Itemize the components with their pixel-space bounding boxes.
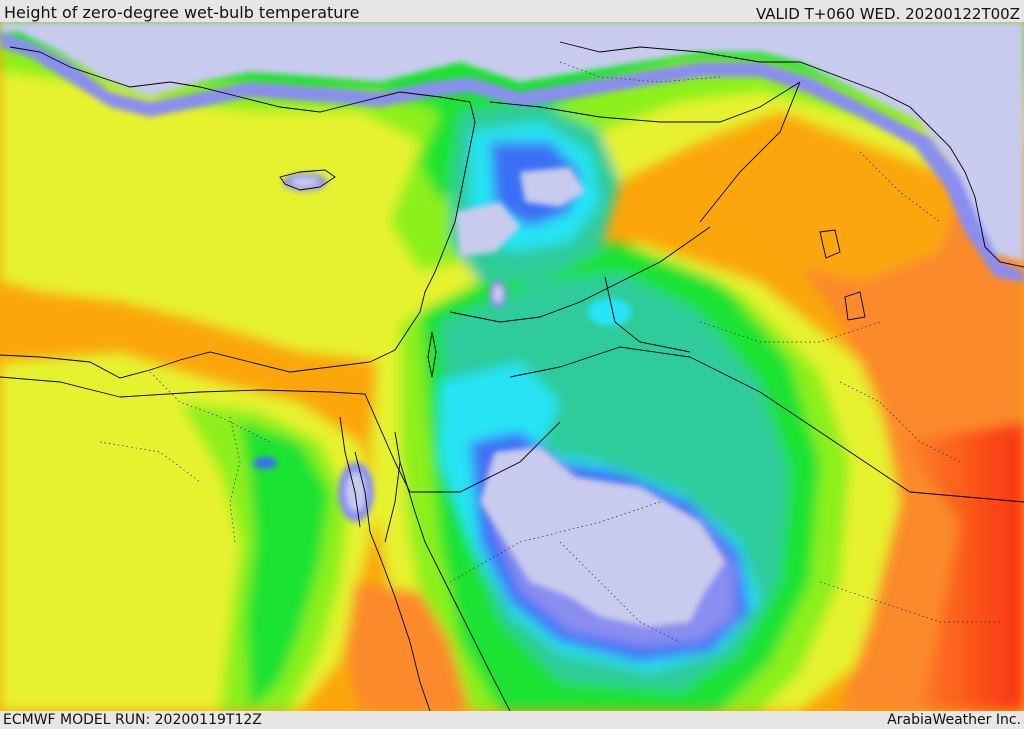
coast-caspian bbox=[964, 171, 1024, 268]
border-jordan-iraq bbox=[509, 346, 1024, 503]
coast-med-south bbox=[0, 246, 446, 379]
province-border-5 bbox=[559, 541, 681, 643]
province-border-4 bbox=[449, 501, 661, 583]
cold-patch-jordan-core bbox=[493, 285, 503, 303]
province-border-2 bbox=[229, 416, 241, 543]
province-border-6 bbox=[699, 321, 881, 343]
cold-north-field bbox=[0, 22, 1024, 627]
cold-patch-cyprus-core bbox=[291, 177, 319, 187]
cyprus-outline bbox=[279, 169, 336, 191]
band-dark-orange-redsea bbox=[345, 582, 470, 711]
cold-patch-lebanon bbox=[455, 202, 520, 257]
cold-patch-sinai-west bbox=[253, 457, 277, 469]
province-borders bbox=[99, 61, 1000, 643]
coast-redsea-east bbox=[399, 461, 511, 711]
cold-patch-syria bbox=[520, 167, 585, 207]
border-syria-iraq bbox=[604, 276, 691, 353]
province-border-1 bbox=[149, 371, 271, 443]
border-saudi-jordan bbox=[410, 421, 561, 493]
valid-time: VALID T+060 WED. 20200122T00Z bbox=[755, 5, 1020, 23]
model-run-label: ECMWF MODEL RUN: 20200119T12Z bbox=[3, 712, 262, 728]
province-border-10 bbox=[859, 151, 941, 223]
map-title: Height of zero-degree wet-bulb temperatu… bbox=[4, 3, 360, 22]
coast-turkey bbox=[9, 46, 471, 113]
border-syria-turkey bbox=[489, 81, 801, 123]
band-orange-northeast bbox=[700, 132, 960, 282]
border-egypt-libya bbox=[0, 376, 121, 398]
coast-redsea-west bbox=[354, 451, 431, 711]
map-lines bbox=[0, 41, 1024, 711]
band-red-east bbox=[900, 422, 1024, 711]
border-egypt-sudan bbox=[119, 389, 411, 493]
lake-urmia bbox=[844, 291, 866, 321]
border-jordan-syria bbox=[449, 226, 711, 323]
cold-patch-sinai-core bbox=[346, 472, 366, 512]
cold-lavender-north bbox=[0, 22, 1024, 262]
cold-lavender-arabia bbox=[480, 447, 725, 627]
footer-bar: ECMWF MODEL RUN: 20200119T12Z ArabiaWeat… bbox=[0, 711, 1024, 729]
coast-gulf-suez bbox=[339, 416, 361, 528]
contour-field bbox=[0, 22, 1024, 711]
coast-gulf-aqaba bbox=[384, 431, 401, 543]
province-border-7 bbox=[839, 381, 961, 463]
coast-levant bbox=[444, 101, 476, 248]
header-bar: Height of zero-degree wet-bulb temperatu… bbox=[0, 0, 1024, 23]
cold-indigo-north bbox=[0, 32, 1024, 282]
province-border-9 bbox=[559, 61, 721, 83]
weather-map bbox=[0, 22, 1024, 711]
border-iraq-iran bbox=[699, 81, 801, 223]
dead-sea bbox=[427, 331, 437, 378]
band-green-southwest bbox=[240, 422, 330, 711]
credit-label: ArabiaWeather Inc. bbox=[887, 712, 1021, 728]
cyan-patch-iraq bbox=[588, 298, 632, 326]
coast-blacksea bbox=[559, 41, 966, 173]
lake-tuz bbox=[819, 229, 841, 259]
province-border-8 bbox=[819, 581, 1000, 623]
